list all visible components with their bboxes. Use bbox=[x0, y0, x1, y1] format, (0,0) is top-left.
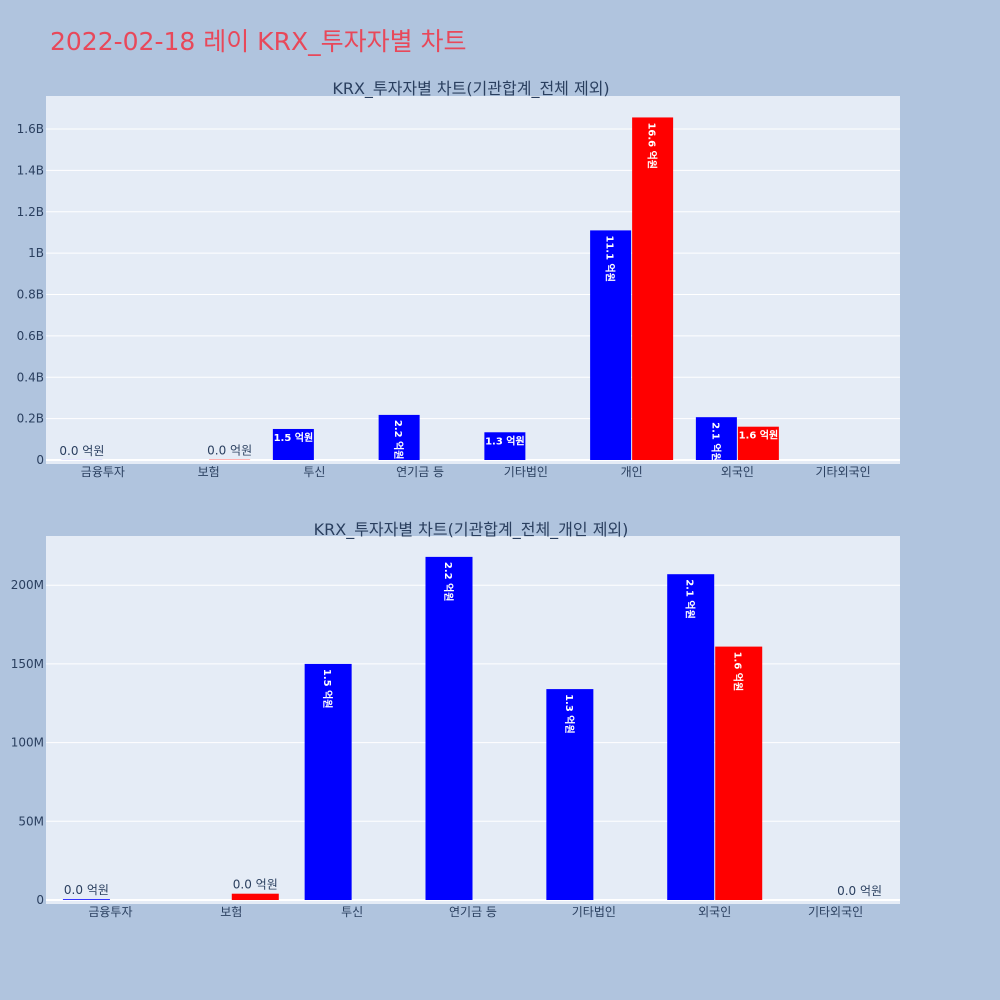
y-tick-label: 1B bbox=[28, 246, 44, 260]
x-tick-label: 투신 bbox=[303, 465, 325, 479]
x-tick-label: 기타외국인 bbox=[808, 905, 863, 919]
data-label: 11.1 억원 bbox=[604, 235, 617, 282]
bar bbox=[231, 893, 279, 900]
page-title: 2022-02-18 레이 KRX_투자자별 차트 bbox=[50, 27, 467, 56]
y-tick-label: 0.6B bbox=[17, 329, 44, 343]
data-label: 1.5 억원 bbox=[321, 669, 334, 709]
data-label: 0.0 억원 bbox=[837, 884, 882, 898]
data-label: 1.3 억원 bbox=[563, 694, 576, 734]
x-tick-label: 투신 bbox=[341, 905, 363, 919]
bar bbox=[484, 432, 526, 460]
data-label: 1.5 억원 bbox=[274, 431, 314, 444]
y-tick-label: 50M bbox=[18, 814, 44, 828]
data-label: 0.0 억원 bbox=[233, 878, 278, 892]
data-label: 2.1 억원 bbox=[709, 422, 722, 462]
x-tick-label: 기타외국인 bbox=[816, 465, 871, 479]
data-label: 2.1 억원 bbox=[684, 579, 697, 619]
x-tick-label: 연기금 등 bbox=[449, 905, 497, 919]
bar bbox=[378, 414, 420, 460]
chart-title: KRX_투자자별 차트(기관합계_전체 제외) bbox=[332, 79, 609, 99]
data-label: 0.0 억원 bbox=[64, 883, 109, 897]
x-tick-label: 보험 bbox=[220, 905, 242, 919]
bar bbox=[62, 899, 110, 900]
y-tick-label: 1.4B bbox=[17, 163, 44, 177]
y-tick-label: 1.6B bbox=[17, 122, 44, 136]
x-tick-label: 보험 bbox=[198, 465, 220, 479]
chart-title: KRX_투자자별 차트(기관합계_전체_개인 제외) bbox=[314, 520, 629, 540]
x-tick-label: 개인 bbox=[621, 465, 643, 479]
data-label: 2.2 억원 bbox=[392, 420, 405, 460]
y-tick-label: 1.2B bbox=[17, 205, 44, 219]
y-tick-label: 0.2B bbox=[17, 412, 44, 426]
x-tick-label: 기타법인 bbox=[572, 905, 616, 919]
bar bbox=[695, 417, 737, 460]
y-tick-label: 0 bbox=[36, 893, 44, 907]
bar bbox=[715, 646, 763, 900]
bar bbox=[272, 428, 314, 460]
x-tick-label: 금융투자 bbox=[88, 905, 132, 919]
x-tick-label: 외국인 bbox=[721, 465, 754, 479]
x-tick-label: 외국인 bbox=[698, 905, 731, 919]
bar bbox=[425, 556, 473, 900]
y-tick-label: 150M bbox=[11, 657, 44, 671]
bar bbox=[737, 426, 779, 460]
data-label: 1.3 억원 bbox=[485, 434, 525, 447]
data-label: 1.6 억원 bbox=[732, 652, 745, 692]
bar bbox=[590, 230, 632, 460]
data-label: 0.0 억원 bbox=[59, 444, 104, 458]
x-tick-label: 금융투자 bbox=[81, 465, 125, 479]
data-label: 2.2 억원 bbox=[442, 562, 455, 602]
bar bbox=[304, 663, 352, 900]
bar bbox=[632, 117, 674, 460]
plot-area bbox=[46, 96, 900, 464]
bar bbox=[546, 689, 594, 900]
plot-area bbox=[46, 536, 900, 904]
data-label: 16.6 억원 bbox=[646, 122, 659, 169]
y-tick-label: 100M bbox=[11, 736, 44, 750]
bar bbox=[667, 574, 715, 900]
data-label: 1.6 억원 bbox=[739, 429, 779, 442]
y-tick-label: 0 bbox=[36, 453, 44, 467]
x-tick-label: 연기금 등 bbox=[396, 465, 444, 479]
x-tick-label: 기타법인 bbox=[504, 465, 548, 479]
data-label: 0.0 억원 bbox=[207, 444, 252, 458]
y-tick-label: 200M bbox=[11, 578, 44, 592]
y-tick-label: 0.4B bbox=[17, 370, 44, 384]
y-tick-label: 0.8B bbox=[17, 288, 44, 302]
